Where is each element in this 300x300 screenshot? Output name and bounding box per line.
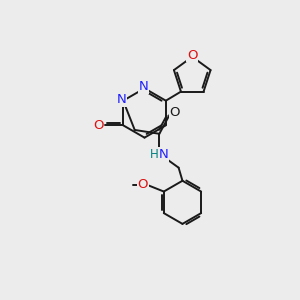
Text: N: N: [139, 80, 148, 93]
Text: H: H: [150, 148, 158, 161]
Text: O: O: [169, 106, 180, 119]
Text: N: N: [117, 93, 127, 106]
Text: N: N: [158, 148, 168, 161]
Text: O: O: [187, 49, 197, 62]
Text: O: O: [93, 119, 104, 132]
Text: O: O: [138, 178, 148, 191]
